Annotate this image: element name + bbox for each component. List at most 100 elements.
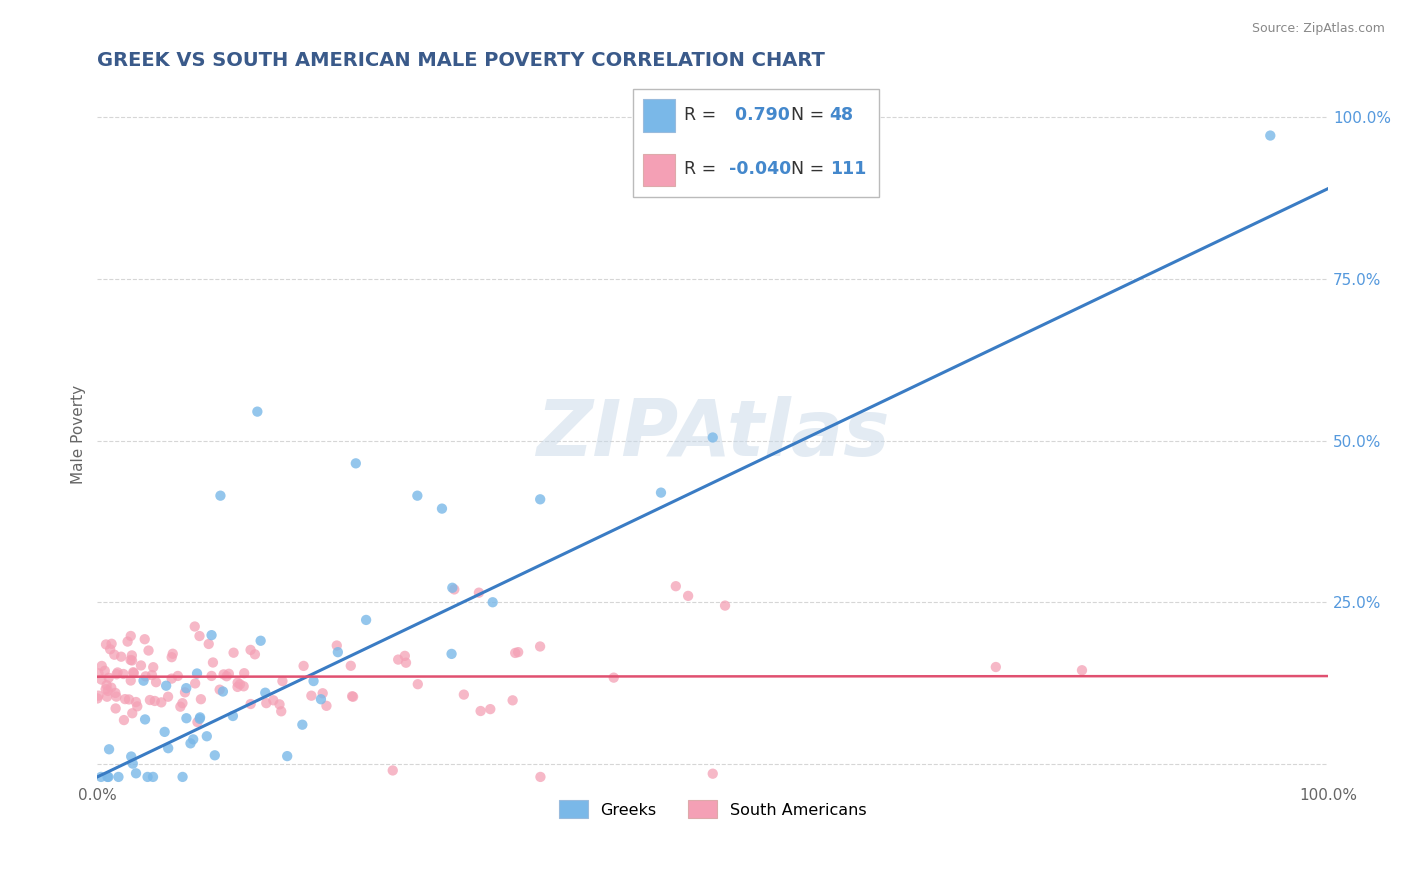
Point bbox=[201, 656, 224, 670]
Point bbox=[127, 699, 149, 714]
Point bbox=[94, 682, 117, 697]
Point bbox=[340, 690, 363, 704]
Point bbox=[503, 646, 526, 660]
Point bbox=[188, 629, 211, 643]
Point bbox=[172, 770, 194, 784]
Point bbox=[394, 648, 416, 663]
Point bbox=[104, 686, 127, 700]
Point bbox=[676, 589, 699, 603]
Point bbox=[200, 669, 222, 683]
Point bbox=[702, 430, 724, 444]
Point bbox=[157, 741, 180, 756]
Point bbox=[134, 632, 156, 647]
Point bbox=[186, 715, 208, 730]
Point bbox=[142, 770, 165, 784]
Point bbox=[122, 666, 145, 681]
Point bbox=[136, 770, 159, 784]
Point bbox=[112, 713, 135, 727]
Point bbox=[107, 770, 129, 784]
Point bbox=[204, 748, 226, 763]
Point bbox=[233, 666, 256, 681]
Point bbox=[143, 694, 166, 708]
Point bbox=[142, 660, 165, 674]
Point bbox=[254, 696, 277, 710]
Point bbox=[120, 653, 142, 667]
Point bbox=[262, 693, 284, 707]
Point bbox=[110, 649, 132, 664]
Point bbox=[172, 696, 194, 710]
Point bbox=[302, 674, 325, 689]
Point bbox=[90, 673, 112, 687]
Point bbox=[121, 653, 143, 667]
Point bbox=[120, 673, 142, 688]
Point bbox=[100, 681, 122, 695]
Point bbox=[665, 579, 688, 593]
Point bbox=[150, 695, 173, 709]
Point bbox=[120, 629, 142, 643]
Point bbox=[86, 691, 108, 706]
Text: ZIPAtlas: ZIPAtlas bbox=[536, 396, 890, 472]
Point bbox=[176, 711, 198, 725]
Point bbox=[157, 690, 180, 704]
Point bbox=[125, 766, 148, 780]
Point bbox=[650, 485, 672, 500]
Point bbox=[468, 585, 491, 599]
Text: GREEK VS SOUTH AMERICAN MALE POVERTY CORRELATION CHART: GREEK VS SOUTH AMERICAN MALE POVERTY COR… bbox=[97, 51, 825, 70]
Point bbox=[135, 669, 157, 683]
Point bbox=[342, 690, 364, 704]
Point bbox=[502, 693, 524, 707]
Point bbox=[218, 666, 240, 681]
Point bbox=[239, 697, 262, 711]
Point bbox=[222, 646, 245, 660]
Legend: Greeks, South Americans: Greeks, South Americans bbox=[553, 794, 873, 824]
Point bbox=[97, 671, 120, 685]
Point bbox=[125, 695, 148, 709]
Point bbox=[215, 669, 238, 683]
Point bbox=[160, 672, 183, 686]
Point bbox=[529, 492, 551, 507]
Point bbox=[184, 676, 207, 690]
Point bbox=[98, 742, 121, 756]
Point bbox=[153, 724, 176, 739]
Point bbox=[120, 749, 142, 764]
Point bbox=[121, 756, 143, 771]
Point bbox=[443, 582, 465, 597]
Point bbox=[112, 667, 135, 681]
Point bbox=[441, 581, 464, 595]
Point bbox=[984, 660, 1007, 674]
Point bbox=[702, 766, 724, 780]
Point bbox=[141, 668, 163, 682]
Point bbox=[395, 656, 418, 670]
Point bbox=[208, 682, 231, 697]
Point bbox=[200, 628, 222, 642]
Point bbox=[292, 659, 315, 673]
Point bbox=[96, 690, 118, 704]
Point bbox=[87, 689, 110, 703]
Point bbox=[406, 489, 429, 503]
Point bbox=[339, 658, 361, 673]
Point bbox=[174, 685, 197, 699]
Point bbox=[249, 633, 271, 648]
Text: Source: ZipAtlas.com: Source: ZipAtlas.com bbox=[1251, 22, 1385, 36]
Point bbox=[603, 671, 626, 685]
Point bbox=[100, 637, 122, 651]
Y-axis label: Male Poverty: Male Poverty bbox=[72, 384, 86, 483]
Point bbox=[508, 645, 530, 659]
Point bbox=[103, 648, 125, 662]
Point bbox=[104, 701, 127, 715]
Point bbox=[209, 489, 232, 503]
Point bbox=[270, 704, 292, 718]
Point bbox=[312, 686, 335, 700]
Point bbox=[243, 648, 266, 662]
Point bbox=[453, 688, 475, 702]
Point bbox=[232, 679, 254, 693]
Point bbox=[174, 681, 197, 695]
Point bbox=[139, 693, 162, 707]
Point bbox=[479, 702, 502, 716]
Point bbox=[87, 666, 110, 681]
Point bbox=[1071, 663, 1094, 677]
Point bbox=[271, 674, 294, 689]
Point bbox=[97, 770, 120, 784]
Point bbox=[188, 712, 211, 726]
Point bbox=[326, 639, 349, 653]
